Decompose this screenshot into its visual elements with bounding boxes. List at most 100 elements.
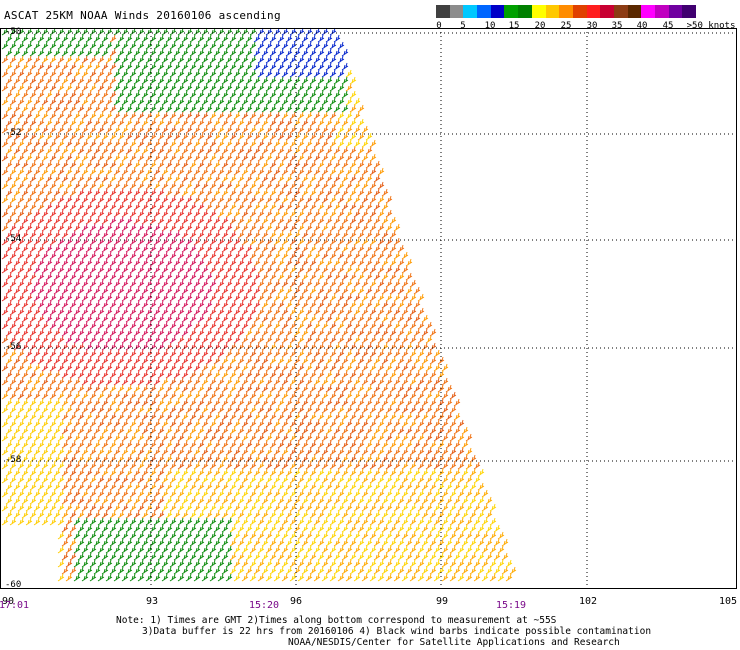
wind-barb	[365, 356, 373, 365]
wind-barb	[225, 83, 233, 92]
wind-barb	[117, 104, 125, 113]
wind-barb	[145, 195, 153, 204]
wind-barb	[49, 41, 57, 50]
wind-barb	[365, 188, 373, 197]
wind-barb	[441, 531, 449, 540]
wind-barb	[297, 573, 305, 582]
wind-barb	[281, 489, 289, 498]
wind-barb	[237, 552, 245, 561]
wind-barb	[93, 342, 101, 351]
wind-barb	[337, 55, 345, 64]
wind-barb	[301, 538, 309, 547]
wind-barb	[153, 181, 161, 190]
wind-barb	[265, 195, 273, 204]
wind-barb	[245, 48, 253, 57]
wind-barb	[141, 328, 149, 337]
wind-barb	[469, 552, 477, 561]
wind-barb	[365, 160, 373, 169]
wind-barb	[433, 461, 441, 470]
wind-barb	[345, 153, 353, 162]
wind-barb	[209, 363, 217, 372]
wind-barb	[97, 559, 105, 568]
wind-barb	[257, 377, 265, 386]
wind-barb	[433, 545, 441, 554]
wind-barb	[281, 279, 289, 288]
wind-barb	[93, 496, 101, 505]
wind-barb	[425, 503, 433, 512]
wind-barb	[289, 559, 297, 568]
wind-barb	[317, 118, 325, 127]
wind-barb	[405, 566, 413, 575]
wind-barb	[145, 27, 153, 36]
wind-barb	[41, 377, 49, 386]
wind-barb	[29, 146, 37, 155]
wind-barb	[181, 552, 189, 561]
wind-barb	[281, 405, 289, 414]
wind-barb	[17, 419, 25, 428]
wind-barb	[165, 34, 173, 43]
wind-barb	[233, 531, 241, 540]
wind-barb	[241, 167, 249, 176]
wind-barb	[113, 349, 121, 358]
wind-barb	[97, 475, 105, 484]
wind-barb	[33, 55, 41, 64]
wind-barb	[13, 384, 21, 393]
wind-barb	[21, 356, 29, 365]
wind-barb	[181, 272, 189, 281]
wind-barb	[21, 510, 29, 519]
wind-barb	[373, 216, 381, 225]
wind-barb	[81, 363, 89, 372]
wind-barb	[389, 552, 397, 561]
wind-barb	[469, 510, 477, 519]
wind-barb	[297, 27, 305, 36]
wind-barb	[293, 468, 301, 477]
wind-barb	[129, 433, 137, 442]
wind-barb	[85, 132, 93, 141]
wind-barb	[285, 160, 293, 169]
wind-barb	[257, 69, 265, 78]
wind-barb	[361, 181, 369, 190]
wind-barb	[349, 328, 357, 337]
wind-barb	[85, 356, 93, 365]
wind-barb	[229, 286, 237, 295]
wind-barb	[189, 216, 197, 225]
wind-barb	[345, 517, 353, 526]
wind-barb	[349, 426, 357, 435]
wind-barb	[241, 293, 249, 302]
wind-barb	[109, 216, 117, 225]
wind-barb	[221, 566, 229, 575]
wind-barb	[357, 566, 365, 575]
wind-barb	[61, 174, 69, 183]
wind-barb	[9, 335, 17, 344]
wind-barb	[201, 447, 209, 456]
wind-barb	[113, 573, 121, 582]
wind-barb	[161, 307, 169, 316]
wind-barb	[81, 97, 89, 106]
wind-barb	[313, 517, 321, 526]
wind-barb	[457, 475, 465, 484]
wind-barb	[369, 321, 377, 330]
wind-barb	[125, 272, 133, 281]
wind-barb	[345, 419, 353, 428]
wind-barb	[381, 538, 389, 547]
wind-barb	[149, 118, 157, 127]
wind-barb	[361, 279, 369, 288]
wind-barb	[265, 321, 273, 330]
wind-barb	[377, 405, 385, 414]
wind-barb	[285, 244, 293, 253]
wind-barb	[89, 293, 97, 302]
wind-barb	[249, 391, 257, 400]
wind-barb	[105, 55, 113, 64]
wind-barb	[293, 48, 301, 57]
wind-barb	[345, 545, 353, 554]
wind-barb	[321, 55, 329, 64]
wind-barb	[17, 111, 25, 120]
wind-barb	[193, 265, 201, 274]
wind-barb	[281, 433, 289, 442]
wind-barb	[293, 62, 301, 71]
wind-barb	[225, 209, 233, 218]
wind-barb	[105, 195, 113, 204]
wind-barb	[141, 356, 149, 365]
wind-barb	[13, 48, 21, 57]
wind-barb	[89, 377, 97, 386]
